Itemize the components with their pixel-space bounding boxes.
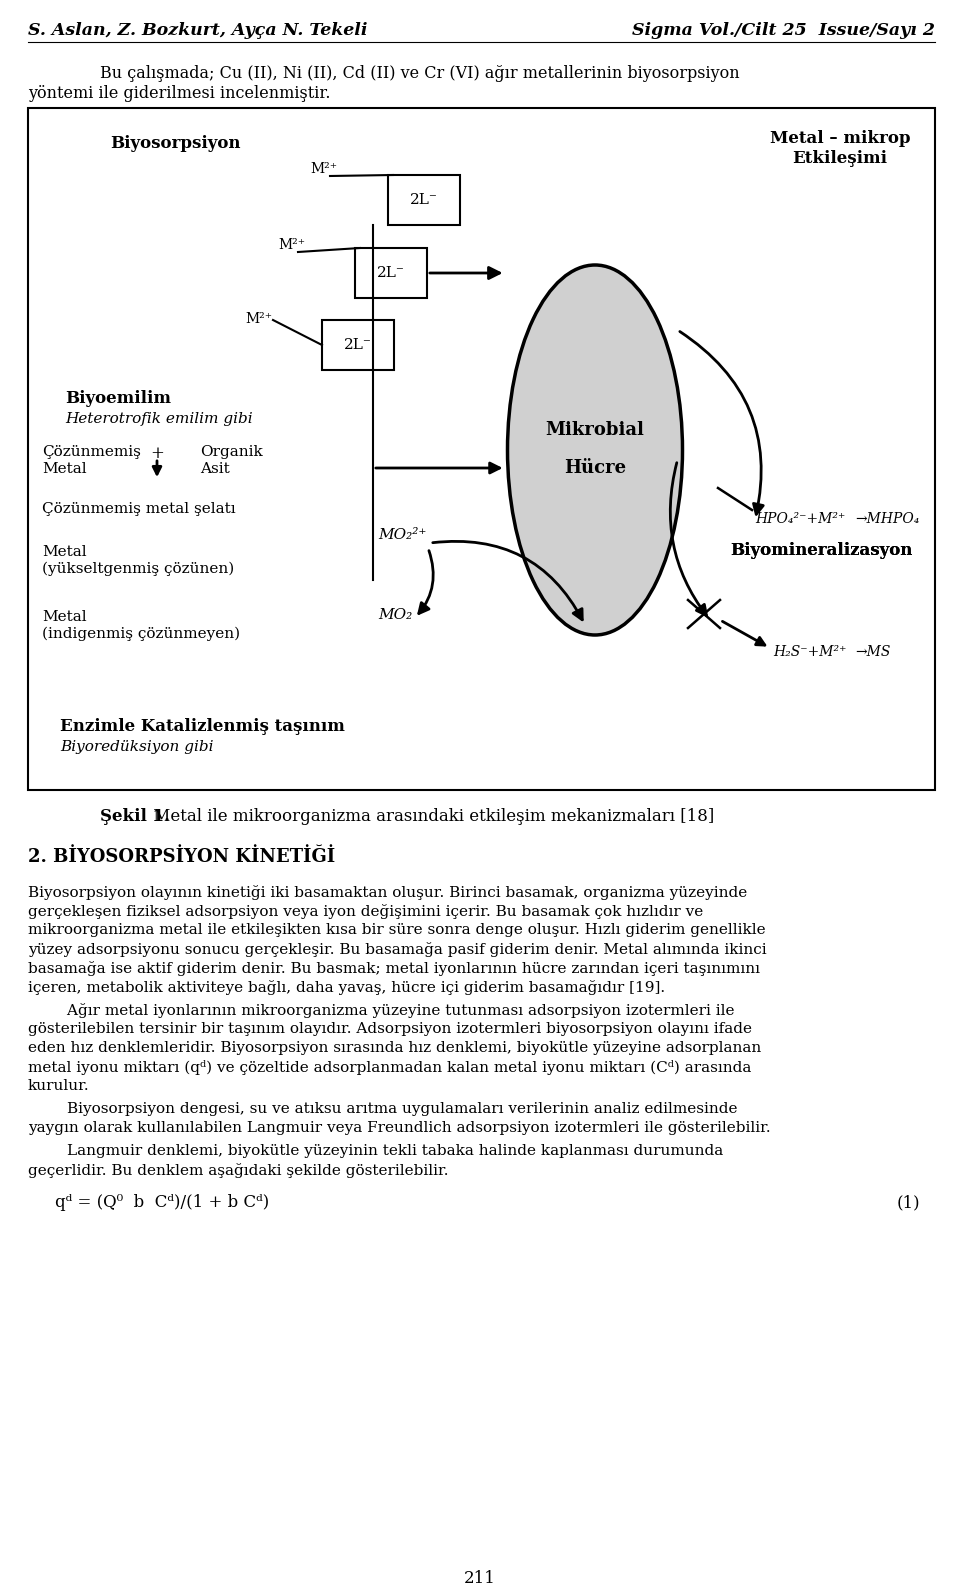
Text: Asit: Asit	[200, 463, 229, 475]
Text: Çözünmemiş metal şelatı: Çözünmemiş metal şelatı	[42, 502, 235, 517]
Text: S. Aslan, Z. Bozkurt, Ayça N. Tekeli: S. Aslan, Z. Bozkurt, Ayça N. Tekeli	[28, 22, 368, 38]
Text: Metal – mikrop: Metal – mikrop	[770, 131, 910, 147]
Text: Langmuir denklemi, biyokütle yüzeyinin tekli tabaka halinde kaplanması durumunda: Langmuir denklemi, biyokütle yüzeyinin t…	[28, 1144, 723, 1158]
Text: M²⁺: M²⁺	[278, 238, 305, 252]
Text: Metal: Metal	[42, 609, 86, 624]
Text: eden hız denklemleridir. Biyosorpsiyon sırasında hız denklemi, biyokütle yüzeyin: eden hız denklemleridir. Biyosorpsiyon s…	[28, 1042, 761, 1054]
Text: MO₂: MO₂	[378, 608, 412, 622]
Text: →MHPO₄: →MHPO₄	[855, 512, 920, 526]
Text: 2L⁻: 2L⁻	[410, 193, 438, 207]
Text: H₂S⁻+M²⁺: H₂S⁻+M²⁺	[773, 644, 847, 659]
Text: yüzey adsorpsiyonu sonucu gerçekleşir. Bu basamağa pasif giderim denir. Metal al: yüzey adsorpsiyonu sonucu gerçekleşir. B…	[28, 943, 767, 957]
Text: Çözünmemiş: Çözünmemiş	[42, 445, 141, 459]
Text: (1): (1)	[897, 1195, 920, 1211]
Text: içeren, metabolik aktiviteye bağlı, daha yavaş, hücre içi giderim basamağıdır [1: içeren, metabolik aktiviteye bağlı, daha…	[28, 979, 665, 995]
Text: gösterilebilen tersinir bir taşınım olayıdır. Adsorpsiyon izotermleri biyosorpsi: gösterilebilen tersinir bir taşınım olay…	[28, 1022, 752, 1037]
Text: metal iyonu miktarı (qᵈ) ve çözeltide adsorplanmadan kalan metal iyonu miktarı (: metal iyonu miktarı (qᵈ) ve çözeltide ad…	[28, 1061, 752, 1075]
Text: Mikrobial: Mikrobial	[545, 421, 644, 439]
Text: 211: 211	[464, 1569, 496, 1587]
Text: Enzimle Katalizlenmiş taşınım: Enzimle Katalizlenmiş taşınım	[60, 718, 345, 735]
Text: (yükseltgenmiş çözünen): (yükseltgenmiş çözünen)	[42, 561, 234, 576]
Text: 2. BİYOSORPSİYON KİNETİĞİ: 2. BİYOSORPSİYON KİNETİĞİ	[28, 849, 335, 866]
Bar	[355, 247, 427, 298]
Bar	[322, 321, 394, 370]
Text: 2L⁻: 2L⁻	[344, 338, 372, 352]
Text: geçerlidir. Bu denklem aşağıdaki şekilde gösterilebilir.: geçerlidir. Bu denklem aşağıdaki şekilde…	[28, 1163, 448, 1179]
Text: gerçekleşen fiziksel adsorpsiyon veya iyon değişimini içerir. Bu basamak çok hız: gerçekleşen fiziksel adsorpsiyon veya iy…	[28, 904, 704, 919]
Text: Bu çalışmada; Cu (II), Ni (II), Cd (II) ve Cr (VI) ağır metallerinin biyosorpsiy: Bu çalışmada; Cu (II), Ni (II), Cd (II) …	[100, 65, 739, 81]
Text: Biyosorpsiyon olayının kinetiği iki basamaktan oluşur. Birinci basamak, organizm: Biyosorpsiyon olayının kinetiği iki basa…	[28, 885, 747, 900]
Text: +: +	[150, 445, 164, 463]
Text: Şekil 1.: Şekil 1.	[100, 809, 170, 825]
Text: Metal ile mikroorganizma arasındaki etkileşim mekanizmaları [18]: Metal ile mikroorganizma arasındaki etki…	[148, 809, 714, 825]
Text: (indigenmiş çözünmeyen): (indigenmiş çözünmeyen)	[42, 627, 240, 641]
Text: HPO₄²⁻+M²⁺: HPO₄²⁻+M²⁺	[755, 512, 846, 526]
Text: Metal: Metal	[42, 545, 86, 558]
Ellipse shape	[508, 265, 683, 635]
Text: basamağa ise aktif giderim denir. Bu basmak; metal iyonlarının hücre zarından iç: basamağa ise aktif giderim denir. Bu bas…	[28, 962, 760, 976]
Text: Heterotrofik emilim gibi: Heterotrofik emilim gibi	[65, 412, 252, 426]
Text: Metal: Metal	[42, 463, 86, 475]
Text: M²⁺: M²⁺	[245, 313, 272, 325]
Text: qᵈ = (Q⁰  b  Cᵈ)/(1 + b Cᵈ): qᵈ = (Q⁰ b Cᵈ)/(1 + b Cᵈ)	[55, 1195, 269, 1211]
Text: mikroorganizma metal ile etkileşikten kısa bir süre sonra denge oluşur. Hızlı gi: mikroorganizma metal ile etkileşikten kı…	[28, 924, 766, 936]
Bar	[388, 175, 460, 225]
Text: Hücre: Hücre	[564, 459, 626, 477]
Text: Sigma Vol./Cilt 25  Issue/Sayı 2: Sigma Vol./Cilt 25 Issue/Sayı 2	[632, 22, 935, 38]
Text: 2L⁻: 2L⁻	[377, 266, 405, 281]
Text: Etkileşimi: Etkileşimi	[793, 150, 887, 167]
Text: Biyomineralizasyon: Biyomineralizasyon	[730, 542, 912, 558]
Text: Biyosorpsiyon dengesi, su ve atıksu arıtma uygulamaları verilerinin analiz edilm: Biyosorpsiyon dengesi, su ve atıksu arıt…	[28, 1102, 737, 1116]
Text: yöntemi ile giderilmesi incelenmiştir.: yöntemi ile giderilmesi incelenmiştir.	[28, 85, 330, 102]
Text: Biyoemilim: Biyoemilim	[65, 391, 171, 407]
Text: M²⁺: M²⁺	[310, 163, 337, 175]
Bar	[28, 108, 935, 790]
Text: →MS: →MS	[855, 644, 890, 659]
Text: Organik: Organik	[200, 445, 263, 459]
Text: yaygın olarak kullanılabilen Langmuir veya Freundlich adsorpsiyon izotermleri il: yaygın olarak kullanılabilen Langmuir ve…	[28, 1121, 771, 1136]
Text: MO₂²⁺: MO₂²⁺	[378, 528, 426, 542]
Text: Ağır metal iyonlarının mikroorganizma yüzeyine tutunması adsorpsiyon izotermleri: Ağır metal iyonlarının mikroorganizma yü…	[28, 1003, 734, 1018]
Text: Biyosorpsiyon: Biyosorpsiyon	[110, 136, 241, 152]
Text: Biyoredüksiyon gibi: Biyoredüksiyon gibi	[60, 740, 213, 754]
Text: kurulur.: kurulur.	[28, 1078, 89, 1093]
Text: Biyomineralizasyon: Biyomineralizasyon	[730, 542, 912, 558]
